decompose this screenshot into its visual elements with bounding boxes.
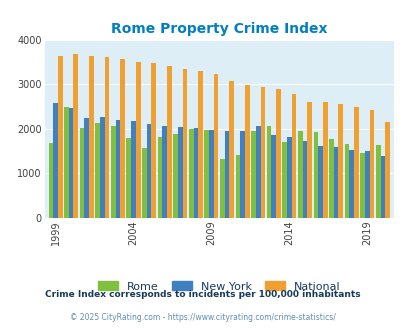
Bar (209, 130, 213, 218)
Bar (131, 121, 136, 218)
Bar (271, 135, 275, 218)
Bar (229, 82, 233, 218)
Text: © 2025 CityRating.com - https://www.cityrating.com/crime-statistics/: © 2025 CityRating.com - https://www.city… (70, 313, 335, 322)
Text: Crime Index corresponds to incidents per 100,000 inhabitants: Crime Index corresponds to incidents per… (45, 290, 360, 299)
Bar (204, 130, 209, 218)
Bar (353, 107, 358, 218)
Bar (286, 137, 291, 218)
Bar (266, 126, 271, 218)
Bar (240, 131, 244, 218)
Bar (322, 102, 327, 218)
Bar (349, 149, 353, 218)
Bar (359, 153, 364, 218)
Bar (146, 124, 151, 218)
Bar (142, 148, 146, 218)
Bar (198, 71, 202, 218)
Bar (224, 131, 229, 218)
Bar (313, 132, 318, 218)
Bar (251, 131, 255, 218)
Bar (73, 54, 78, 218)
Bar (244, 84, 249, 218)
Bar (333, 147, 338, 218)
Bar (291, 94, 296, 218)
Bar (275, 89, 280, 218)
Bar (260, 87, 264, 218)
Bar (162, 126, 166, 218)
Bar (89, 56, 94, 218)
Bar (213, 74, 218, 218)
Bar (104, 56, 109, 218)
Bar (379, 156, 384, 218)
Bar (193, 128, 198, 218)
Bar (53, 103, 58, 218)
Bar (384, 121, 389, 218)
Bar (369, 111, 373, 218)
Bar (182, 69, 187, 218)
Bar (281, 142, 286, 218)
Bar (95, 123, 100, 218)
Bar (166, 66, 171, 218)
Bar (173, 135, 177, 218)
Bar (364, 151, 369, 218)
Bar (188, 129, 193, 218)
Bar (58, 56, 62, 218)
Bar (49, 144, 53, 218)
Bar (84, 118, 89, 218)
Bar (338, 104, 342, 218)
Bar (220, 158, 224, 218)
Bar (375, 145, 379, 218)
Bar (126, 138, 131, 218)
Bar (297, 131, 302, 218)
Bar (157, 137, 162, 218)
Bar (318, 146, 322, 218)
Bar (344, 144, 349, 218)
Bar (307, 102, 311, 218)
Bar (69, 108, 73, 218)
Bar (328, 139, 333, 218)
Title: Rome Property Crime Index: Rome Property Crime Index (111, 22, 327, 36)
Bar (115, 120, 120, 218)
Legend: Rome, New York, National: Rome, New York, National (93, 277, 344, 296)
Bar (255, 126, 260, 218)
Bar (120, 59, 125, 218)
Bar (64, 107, 69, 218)
Bar (111, 126, 115, 218)
Bar (151, 63, 156, 218)
Bar (136, 62, 140, 218)
Bar (235, 155, 240, 218)
Bar (302, 141, 307, 218)
Bar (177, 127, 182, 218)
Bar (100, 117, 104, 218)
Bar (79, 128, 84, 218)
